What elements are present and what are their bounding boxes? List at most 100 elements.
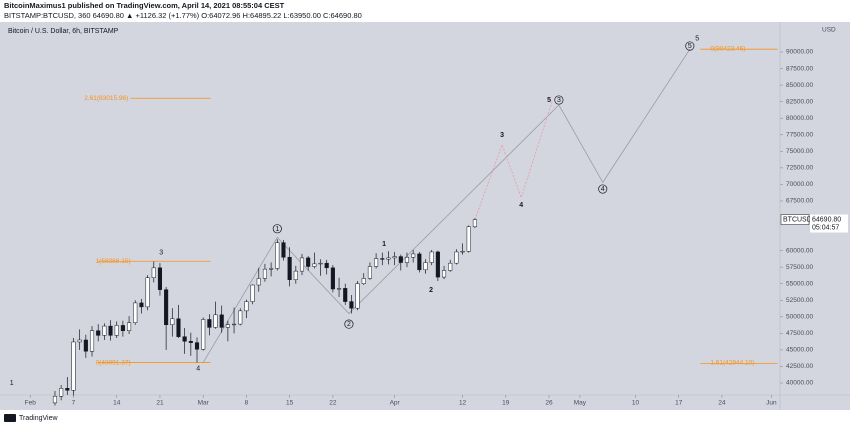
- y-tick-label: 60000.00: [786, 247, 813, 254]
- candle-body: [392, 256, 397, 259]
- candle-body: [411, 253, 416, 258]
- candle-body: [293, 270, 298, 280]
- candle-body: [164, 289, 169, 326]
- candle-body: [361, 278, 366, 284]
- x-tick-label: 10: [632, 400, 640, 407]
- tradingview-logo: [4, 414, 16, 422]
- candle-body: [188, 341, 193, 343]
- candle-body: [59, 388, 64, 397]
- y-tick-label: 40000.00: [786, 380, 813, 387]
- candle-body: [324, 262, 329, 269]
- candle-body: [127, 322, 132, 331]
- candle-body: [256, 278, 261, 286]
- x-tick-label: Feb: [25, 400, 37, 407]
- candle-body: [145, 277, 150, 308]
- candle-body: [108, 325, 113, 336]
- degree-label: 5: [695, 36, 699, 43]
- candle-body: [460, 251, 465, 253]
- last-price-symbol-box: [780, 214, 810, 225]
- candle-body: [77, 339, 82, 343]
- x-tick-label: Jun: [766, 400, 777, 407]
- candle-body: [83, 339, 88, 352]
- candle-body: [232, 323, 237, 326]
- wave-circle: [554, 95, 564, 105]
- wave-label: 4: [601, 186, 605, 193]
- candle-body: [207, 319, 212, 328]
- wave-circle: [598, 184, 608, 194]
- x-tick-label: 22: [329, 400, 337, 407]
- x-tick-label: 14: [113, 400, 121, 407]
- x-tick-label: 24: [718, 400, 726, 407]
- y-tick-label: 80000.00: [786, 115, 813, 122]
- candle-body: [355, 283, 360, 309]
- candle-body: [52, 396, 58, 404]
- y-tick-label: 45000.00: [786, 347, 813, 354]
- author-line: BitcoinMaximus1 published on TradingView…: [4, 1, 285, 10]
- candle-body: [417, 253, 422, 271]
- candle-body: [299, 257, 305, 272]
- last-price-box: [810, 214, 848, 233]
- y-tick-label: 55000.00: [786, 280, 813, 287]
- candle-body: [398, 256, 403, 263]
- x-tick-label: 21: [156, 400, 164, 407]
- candle-body: [386, 257, 391, 260]
- chart-area: [0, 22, 850, 410]
- candle-body: [349, 301, 354, 309]
- candle-body: [157, 267, 163, 290]
- x-tick-label: 17: [675, 400, 683, 407]
- x-tick-label: 26: [545, 400, 553, 407]
- last-price-countdown: 05:04:57: [812, 224, 839, 231]
- wave-circle: [685, 41, 695, 51]
- y-tick-label: 85000.00: [786, 82, 813, 89]
- candle-body: [71, 341, 76, 391]
- candle-body: [448, 262, 453, 271]
- candle-body: [201, 319, 206, 350]
- chart-title: Bitcoin / U.S. Dollar, 6h, BITSTAMP: [8, 28, 119, 35]
- candle-body: [312, 263, 317, 267]
- last-price-symbol: BTCUSD: [783, 216, 812, 223]
- y-tick-label: 72500.00: [786, 165, 813, 172]
- subwave-label: 4: [519, 202, 523, 209]
- candle-body: [429, 251, 434, 263]
- logo-mark: [4, 414, 16, 422]
- wave-label: 1: [275, 226, 279, 233]
- candle-body: [244, 301, 249, 312]
- candle-body: [287, 256, 292, 280]
- wave-label: 3: [557, 97, 561, 104]
- candle-body: [176, 318, 181, 337]
- candle-body: [318, 262, 323, 265]
- fib-label: 0(43091.37): [96, 359, 131, 366]
- degree-label: 4: [196, 365, 200, 372]
- x-tick-label: Mar: [198, 400, 210, 407]
- candle-body: [269, 268, 274, 270]
- candle-body: [225, 324, 230, 328]
- x-tick-label: Apr: [390, 400, 401, 407]
- fib-label: 0(90423.46): [710, 45, 745, 52]
- candle-body: [374, 258, 379, 267]
- last-price-label: 64690.80: [812, 216, 841, 223]
- y-unit: USD: [822, 27, 836, 34]
- x-tick-label: 12: [459, 400, 467, 407]
- candle-body: [219, 314, 224, 328]
- wave-label: 2: [347, 321, 351, 328]
- candle-body: [454, 251, 459, 264]
- subwave-label: 2: [429, 287, 433, 294]
- y-tick-label: 75000.00: [786, 148, 813, 155]
- subwave-label: 3: [500, 132, 504, 139]
- y-tick-label: 82500.00: [786, 98, 813, 105]
- candle-body: [472, 219, 477, 228]
- candle-body: [250, 284, 255, 302]
- candle-body: [423, 262, 428, 271]
- footer: TradingView: [19, 415, 58, 422]
- candle-body: [194, 342, 200, 350]
- candle-body: [343, 288, 348, 302]
- y-tick-label: 52500.00: [786, 297, 813, 304]
- candle-body: [170, 318, 175, 326]
- candle-body: [120, 325, 125, 331]
- y-tick-label: 47500.00: [786, 330, 813, 337]
- y-tick-label: 87500.00: [786, 65, 813, 72]
- candle-body: [275, 242, 280, 269]
- candle-body: [281, 242, 286, 258]
- fib-label: 1.61(42944.10): [710, 360, 754, 367]
